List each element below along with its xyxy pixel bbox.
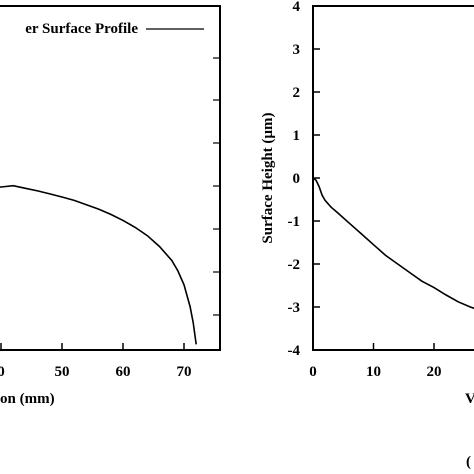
right-chart-x-tick-labels: 0 10 20 — [309, 364, 441, 380]
right-x-tick-label: 0 — [309, 364, 317, 380]
right-chart-tick-marks — [312, 5, 435, 351]
right-y-tick-label: 0 — [293, 171, 301, 187]
right-y-tick-label: 1 — [293, 128, 301, 144]
right-y-axis-label: Surface Height (µm) — [260, 112, 276, 243]
left-x-tick-label: 50 — [55, 364, 70, 380]
caption-fragment: ( — [466, 454, 471, 470]
left-x-tick-label: 70 — [177, 364, 192, 380]
left-series-line — [0, 184, 197, 345]
left-surface-profile-chart: 0 50 60 70 er Surface Profile on (mm) — [0, 5, 221, 407]
right-y-tick-label: 3 — [293, 42, 301, 58]
right-y-tick-label: -1 — [288, 214, 301, 230]
right-y-tick-label: 2 — [293, 85, 301, 101]
right-y-tick-label: -3 — [288, 300, 301, 316]
left-x-tick-label: 60 — [116, 364, 131, 380]
left-chart-tick-marks — [0, 57, 220, 350]
right-y-tick-label: -2 — [288, 257, 301, 273]
left-chart-x-tick-labels: 0 50 60 70 — [0, 364, 192, 380]
left-chart-frame — [0, 5, 221, 351]
right-x-tick-label: 10 — [366, 364, 381, 380]
right-x-tick-label: 20 — [427, 364, 442, 380]
left-x-tick-label: 0 — [0, 364, 5, 380]
right-y-tick-label: 4 — [293, 0, 301, 15]
right-y-tick-label: -4 — [288, 343, 301, 359]
right-x-axis-label: V — [465, 391, 474, 407]
right-series-line — [312, 177, 474, 310]
right-chart-y-tick-labels: 4 3 2 1 0 -1 -2 -3 -4 — [288, 0, 301, 359]
left-legend-label: er Surface Profile — [25, 21, 138, 37]
left-x-axis-label: on (mm) — [0, 391, 55, 407]
